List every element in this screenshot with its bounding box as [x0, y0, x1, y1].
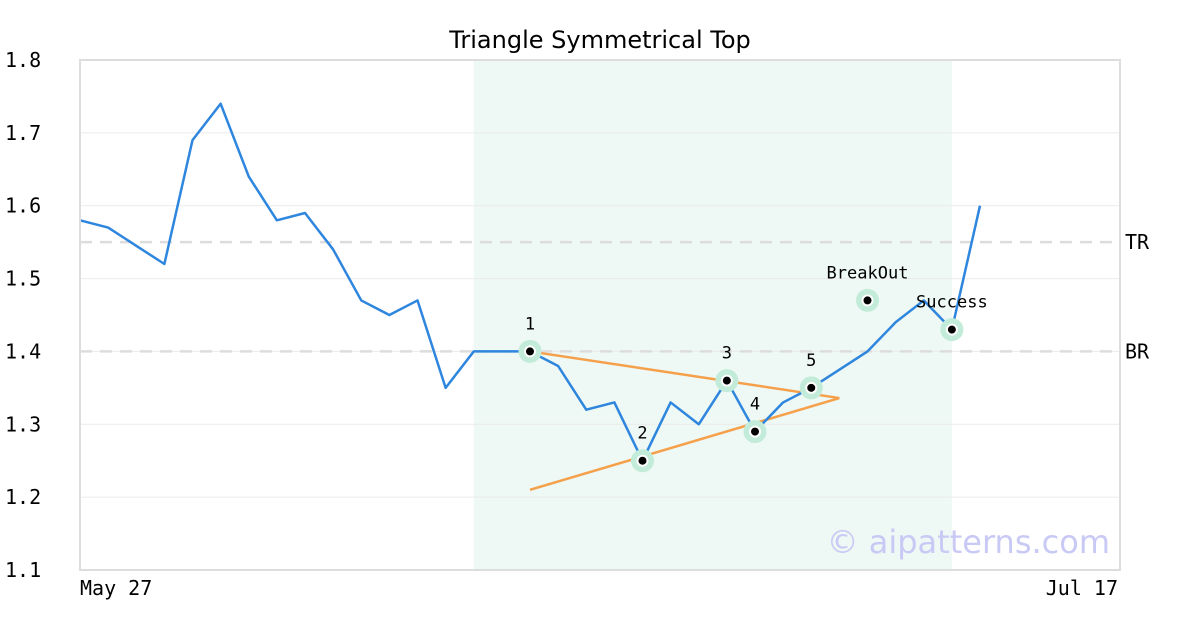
y-tick-label: 1.3 [5, 412, 41, 436]
level-label-br: BR [1125, 339, 1150, 363]
y-tick-label: 1.8 [5, 48, 41, 72]
marker-point [945, 323, 958, 336]
x-tick-start: May 27 [80, 576, 152, 600]
marker-point [636, 454, 649, 467]
marker-label: 4 [750, 395, 760, 415]
level-label-tr: TR [1125, 230, 1150, 254]
pattern-window-band [473, 60, 952, 570]
y-tick-label: 1.1 [5, 558, 41, 582]
y-tick-label: 1.6 [5, 194, 41, 218]
marker-label: 2 [637, 424, 647, 444]
watermark: © aipatterns.com [827, 523, 1110, 561]
marker-label: Success [916, 293, 988, 313]
triangle-lines [529, 350, 840, 492]
grid [80, 59, 1120, 571]
marker-label: BreakOut [827, 263, 909, 283]
chart-title: Triangle Symmetrical Top [448, 26, 751, 54]
x-tick-end: Jul 17 [1046, 576, 1118, 600]
pattern-markers: 1 2 3 4 5 BreakOut Success [518, 263, 988, 473]
triangle-upper-line [529, 350, 840, 400]
marker-point [524, 345, 536, 358]
triangle-lower-line [529, 396, 840, 492]
marker-point [749, 425, 761, 438]
marker-label: 1 [525, 314, 535, 334]
y-tick-label: 1.5 [5, 267, 41, 291]
marker-point [720, 374, 733, 387]
marker-label: 3 [722, 344, 732, 364]
marker-point [805, 381, 818, 394]
level-lines: TR BR [80, 230, 1150, 363]
y-axis-ticks: 1.1 1.2 1.3 1.4 1.5 1.6 1.7 1.8 [5, 48, 41, 582]
y-tick-label: 1.2 [5, 485, 41, 509]
marker-label: 5 [806, 351, 816, 371]
plot-frame [79, 59, 1121, 571]
y-tick-label: 1.4 [5, 339, 41, 363]
y-tick-label: 1.7 [5, 121, 41, 145]
marker-point [861, 294, 874, 307]
